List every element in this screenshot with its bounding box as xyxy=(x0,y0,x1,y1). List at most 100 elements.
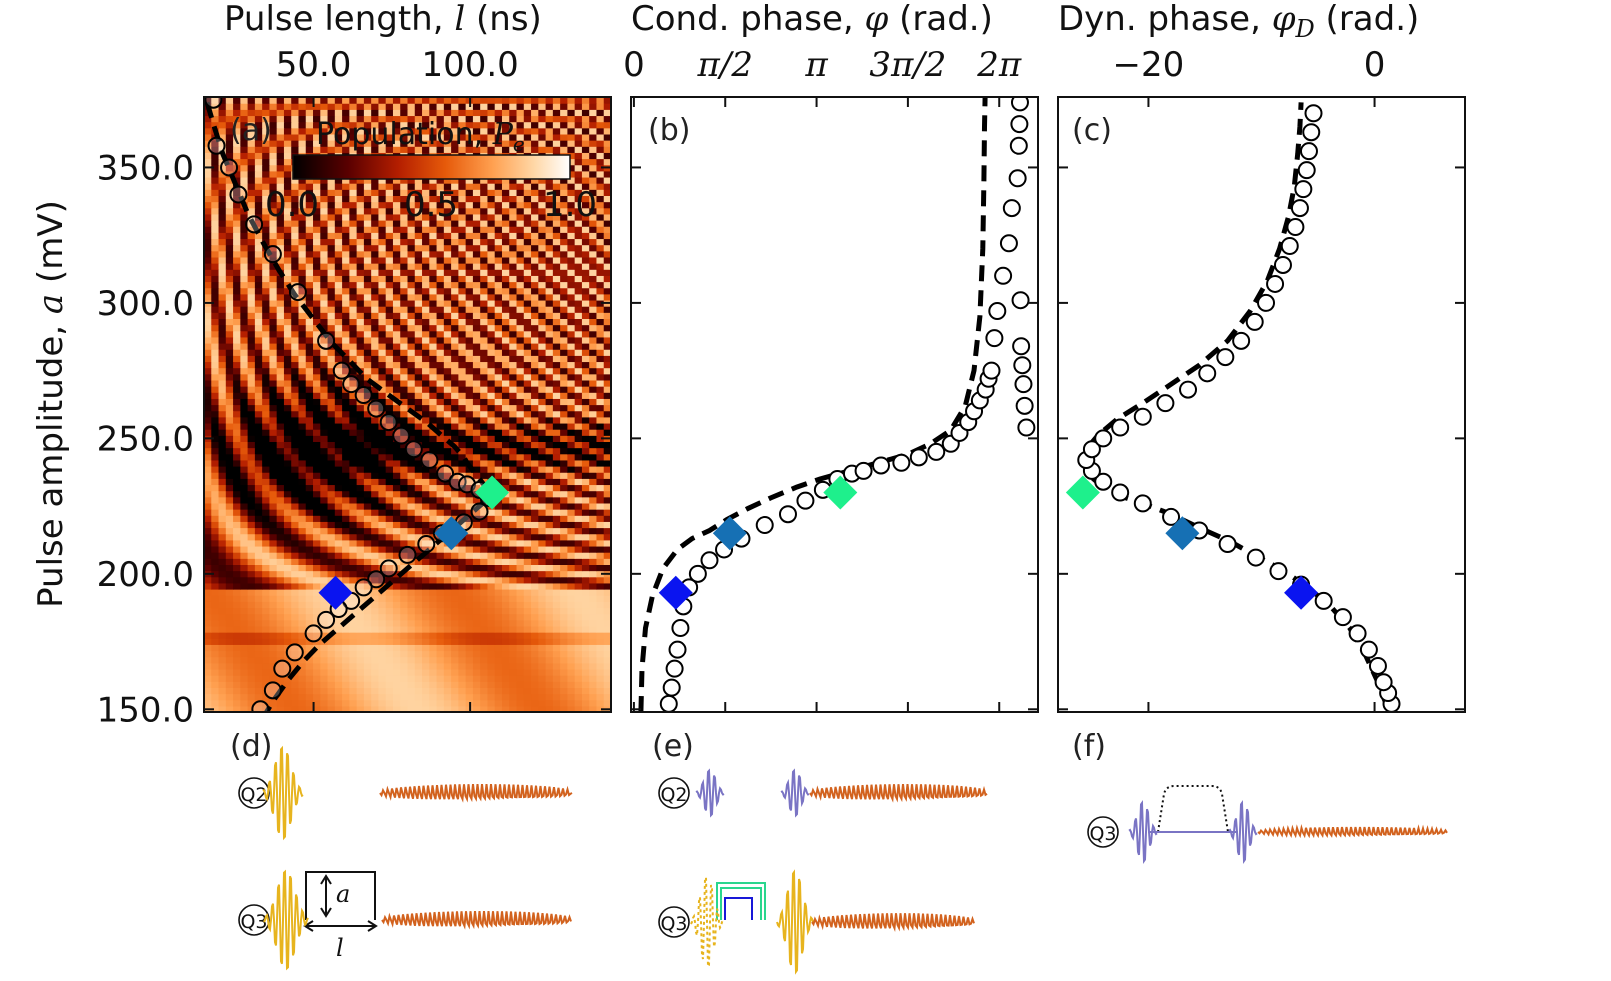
heatmap-cell xyxy=(218,318,227,326)
heatmap-cell xyxy=(378,183,387,190)
heatmap-cell xyxy=(363,478,372,486)
heatmap-cell xyxy=(589,693,598,701)
heatmap-cell xyxy=(501,398,510,406)
heatmap-cell xyxy=(407,220,416,227)
heatmap-cell xyxy=(334,367,343,375)
heatmap-cell xyxy=(516,699,525,707)
heatmap-cell xyxy=(596,299,605,307)
heatmap-cell xyxy=(269,367,278,375)
heatmap-cell xyxy=(501,601,510,609)
heatmap-cell xyxy=(298,705,307,712)
heatmap-cell xyxy=(283,404,292,412)
heatmap-cell xyxy=(240,539,249,547)
heatmap-cell xyxy=(327,176,336,184)
heatmap-cell xyxy=(262,570,271,578)
heatmap-cell xyxy=(545,521,554,529)
heatmap-cell xyxy=(291,613,300,621)
heatmap-cell xyxy=(327,558,336,565)
heatmap-cell xyxy=(400,232,409,240)
heatmap-cell xyxy=(451,638,459,645)
heatmap-cell xyxy=(480,509,489,516)
heatmap-cell xyxy=(378,238,387,246)
heatmap-cell xyxy=(371,625,380,633)
heatmap-cell xyxy=(320,632,329,639)
heatmap-cell xyxy=(509,466,518,473)
heatmap-cell xyxy=(523,386,532,393)
heatmap-cell xyxy=(378,496,387,504)
heatmap-cell xyxy=(603,632,611,639)
heatmap-cell xyxy=(371,638,380,645)
heatmap-cell xyxy=(531,484,539,492)
heatmap-cell xyxy=(240,466,249,473)
heatmap-cell xyxy=(451,220,459,227)
heatmap-cell xyxy=(531,379,539,387)
heatmap-cell xyxy=(225,447,234,455)
heatmap-cell xyxy=(552,595,561,602)
heatmap-cell xyxy=(552,299,561,307)
heatmap-cell xyxy=(349,632,358,639)
heatmap-cell xyxy=(385,195,394,203)
heatmap-cell xyxy=(342,404,350,412)
heatmap-cell xyxy=(247,293,256,301)
heatmap-cell xyxy=(589,429,598,436)
heatmap-cell xyxy=(313,263,321,270)
heatmap-cell xyxy=(407,367,416,375)
heatmap-cell xyxy=(211,502,220,510)
heatmap-cell xyxy=(342,650,350,658)
heatmap-cell xyxy=(218,613,227,621)
heatmap-cell xyxy=(400,220,409,227)
heatmap-cell xyxy=(429,429,438,436)
heatmap-cell xyxy=(356,564,365,572)
heatmap-cell xyxy=(342,484,350,492)
heatmap-cell xyxy=(211,650,220,658)
heatmap-cell xyxy=(291,595,300,602)
heatmap-cell xyxy=(225,287,234,295)
heatmap-cell xyxy=(531,244,539,252)
heatmap-cell xyxy=(523,416,532,424)
heatmap-cell xyxy=(422,675,430,682)
heatmap-cell xyxy=(560,589,568,596)
heatmap-cell xyxy=(247,539,256,547)
heatmap-cell xyxy=(487,582,496,590)
heatmap-cell xyxy=(283,244,292,252)
heatmap-cell xyxy=(320,527,329,535)
heatmap-cell xyxy=(436,183,445,190)
heatmap-cell xyxy=(574,632,583,639)
heatmap-cell xyxy=(371,232,380,240)
heatmap-cell xyxy=(283,625,292,633)
heatmap-cell xyxy=(589,607,598,615)
heatmap-cell xyxy=(458,681,467,688)
heatmap-cell xyxy=(436,490,445,498)
heatmap-cell xyxy=(342,687,350,695)
heatmap-cell xyxy=(327,656,336,664)
heatmap-cell xyxy=(531,275,539,283)
heatmap-cell xyxy=(320,361,329,369)
heatmap-cell xyxy=(429,201,438,209)
heatmap-cell xyxy=(392,509,401,516)
heatmap-cell xyxy=(247,552,256,559)
heatmap-cell xyxy=(262,306,271,313)
heatmap-cell xyxy=(443,263,452,270)
heatmap-cell xyxy=(436,410,445,418)
heatmap-cell xyxy=(589,558,598,565)
heatmap-cell xyxy=(560,601,568,609)
heatmap-cell xyxy=(385,484,394,492)
heatmap-cell xyxy=(422,496,430,504)
heatmap-cell xyxy=(269,619,278,627)
heatmap-cell xyxy=(531,324,539,332)
heatmap-cell xyxy=(494,226,503,233)
heatmap-cell xyxy=(305,576,314,584)
heatmap-cell xyxy=(385,386,394,393)
heatmap-cell xyxy=(552,509,561,516)
heatmap-cell xyxy=(589,183,598,190)
heatmap-cell xyxy=(443,367,452,375)
heatmap-cell xyxy=(443,607,452,615)
heatmap-cell xyxy=(451,232,459,240)
heatmap-cell xyxy=(596,570,605,578)
heatmap-cell xyxy=(392,650,401,658)
heatmap-cell xyxy=(349,490,358,498)
heatmap-cell xyxy=(509,269,518,276)
heatmap-cell xyxy=(480,521,489,529)
heatmap-cell xyxy=(501,632,510,639)
